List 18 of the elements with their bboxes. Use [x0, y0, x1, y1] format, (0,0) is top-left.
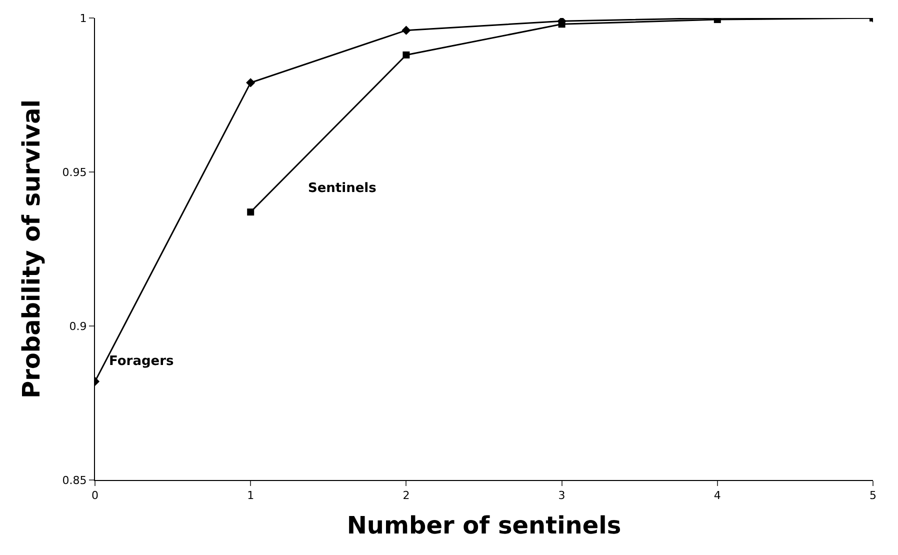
x-axis-title: Number of sentinels [346, 512, 622, 540]
x-tick-label: 2 [402, 489, 410, 502]
point [402, 51, 410, 58]
x-tick-label: 4 [714, 489, 721, 502]
x-tick-label: 3 [558, 489, 566, 502]
series-label: Foragers [109, 354, 174, 369]
x-tick-label: 5 [870, 489, 876, 502]
series-label: Sentinels [308, 181, 377, 196]
y-tick-label: 0.9 [69, 320, 87, 333]
x-tick-label: 0 [92, 489, 98, 502]
x-tick-label: 1 [247, 489, 254, 502]
point [402, 26, 411, 35]
y-tick-label: 0.95 [62, 166, 87, 179]
y-tick-label: 1 [80, 12, 87, 25]
y-axis-title: Probability of survival [17, 99, 46, 399]
point [247, 208, 254, 216]
y-tick-label: 0.85 [62, 474, 87, 487]
point [246, 78, 256, 88]
